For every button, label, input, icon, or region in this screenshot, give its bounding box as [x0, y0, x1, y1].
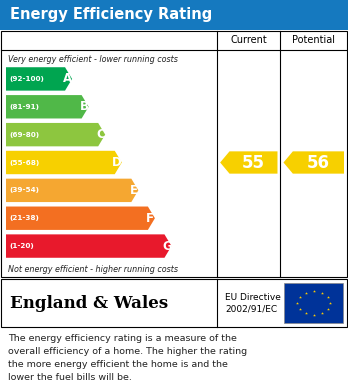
Text: A: A: [63, 72, 72, 85]
Polygon shape: [284, 151, 344, 174]
Polygon shape: [6, 234, 172, 258]
Text: The energy efficiency rating is a measure of the
overall efficiency of a home. T: The energy efficiency rating is a measur…: [8, 334, 247, 382]
Text: (81-91): (81-91): [9, 104, 39, 110]
Text: England & Wales: England & Wales: [10, 294, 168, 312]
Text: (21-38): (21-38): [9, 215, 39, 221]
Polygon shape: [6, 67, 72, 91]
Text: E: E: [130, 184, 138, 197]
Text: (55-68): (55-68): [9, 160, 39, 165]
Text: (92-100): (92-100): [9, 76, 44, 82]
Text: D: D: [112, 156, 122, 169]
Text: 55: 55: [242, 154, 265, 172]
Text: Current: Current: [230, 35, 267, 45]
Polygon shape: [6, 151, 122, 174]
Text: EU Directive: EU Directive: [225, 292, 281, 301]
Text: F: F: [147, 212, 155, 225]
Polygon shape: [6, 179, 139, 202]
Text: (69-80): (69-80): [9, 132, 39, 138]
Bar: [0, 0, 348, 30]
Text: (1-20): (1-20): [9, 243, 34, 249]
Bar: [1, 31, 347, 277]
Text: Potential: Potential: [292, 35, 335, 45]
Polygon shape: [6, 206, 155, 230]
Polygon shape: [220, 151, 277, 174]
Bar: [1, 279, 347, 327]
Polygon shape: [6, 95, 89, 118]
Bar: [284, 283, 343, 323]
Text: G: G: [162, 240, 172, 253]
Text: Very energy efficient - lower running costs: Very energy efficient - lower running co…: [8, 54, 178, 63]
Polygon shape: [6, 123, 105, 146]
Text: (39-54): (39-54): [9, 187, 39, 194]
Text: C: C: [96, 128, 105, 141]
Text: 56: 56: [307, 154, 330, 172]
Text: 2002/91/EC: 2002/91/EC: [225, 305, 277, 314]
Text: Not energy efficient - higher running costs: Not energy efficient - higher running co…: [8, 264, 178, 273]
Text: B: B: [80, 100, 89, 113]
Text: Energy Efficiency Rating: Energy Efficiency Rating: [10, 7, 212, 23]
